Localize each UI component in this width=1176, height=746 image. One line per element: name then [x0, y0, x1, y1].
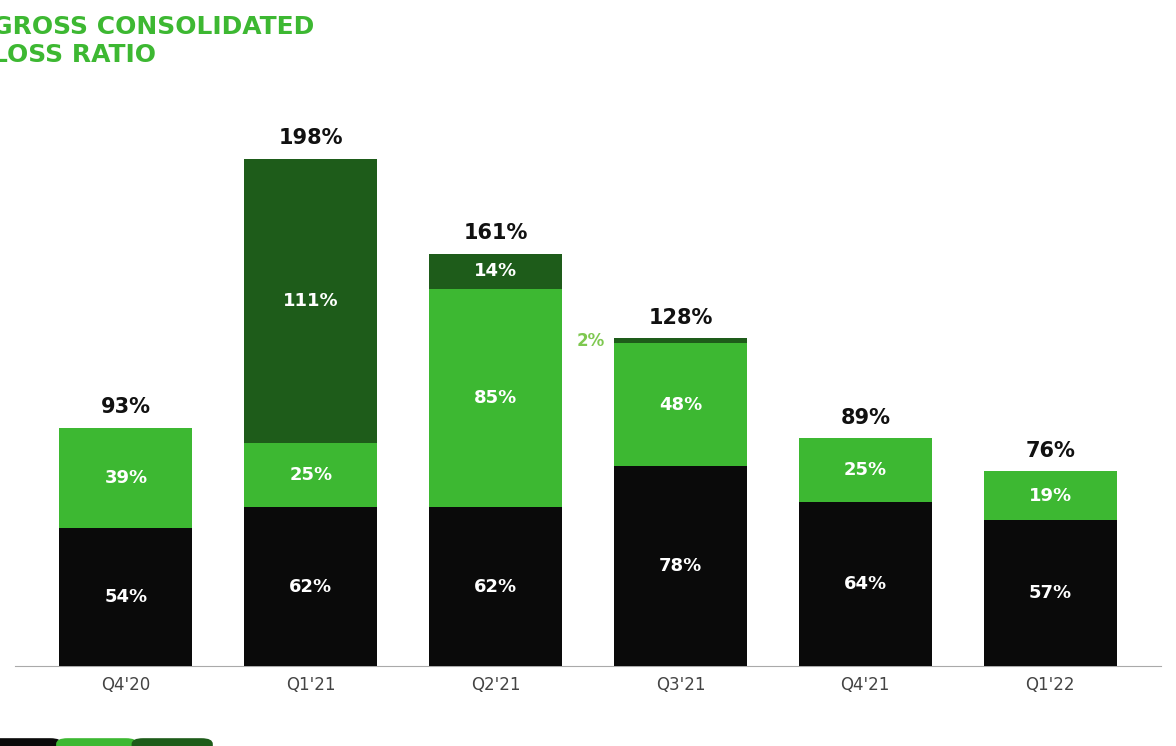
Text: 161%: 161% [463, 223, 528, 243]
Bar [614, 466, 747, 666]
Text: 62%: 62% [289, 577, 333, 595]
FancyBboxPatch shape [132, 739, 213, 746]
Text: 78%: 78% [659, 557, 702, 575]
Text: 39%: 39% [105, 468, 147, 486]
Text: 62%: 62% [474, 577, 517, 595]
Bar [799, 502, 931, 666]
Text: GROSS CONSOLIDATED
LOSS RATIO: GROSS CONSOLIDATED LOSS RATIO [0, 15, 314, 67]
Text: 89%: 89% [841, 408, 890, 427]
Text: 64%: 64% [843, 575, 887, 593]
Text: 2%: 2% [576, 332, 604, 350]
Text: 76%: 76% [1025, 441, 1075, 461]
Text: 57%: 57% [1029, 584, 1071, 602]
Text: 198%: 198% [279, 128, 343, 148]
Text: 19%: 19% [1029, 486, 1071, 504]
FancyBboxPatch shape [56, 739, 138, 746]
Bar [983, 520, 1117, 666]
Bar [59, 427, 193, 527]
Text: 93%: 93% [101, 398, 151, 418]
Bar [614, 343, 747, 466]
Text: 14%: 14% [474, 263, 517, 280]
Text: 111%: 111% [283, 292, 339, 310]
Bar [245, 159, 377, 443]
Bar [799, 438, 931, 502]
Text: 54%: 54% [105, 588, 147, 606]
Bar [245, 507, 377, 666]
Text: 25%: 25% [843, 461, 887, 479]
Text: 48%: 48% [659, 395, 702, 414]
Bar [59, 527, 193, 666]
Text: 85%: 85% [474, 389, 517, 407]
Bar [614, 338, 747, 343]
Bar [429, 507, 562, 666]
Bar [429, 289, 562, 507]
Bar [429, 254, 562, 289]
Bar [983, 471, 1117, 520]
Text: 25%: 25% [289, 466, 333, 484]
Bar [245, 443, 377, 507]
FancyBboxPatch shape [0, 739, 62, 746]
Text: 128%: 128% [648, 308, 713, 327]
